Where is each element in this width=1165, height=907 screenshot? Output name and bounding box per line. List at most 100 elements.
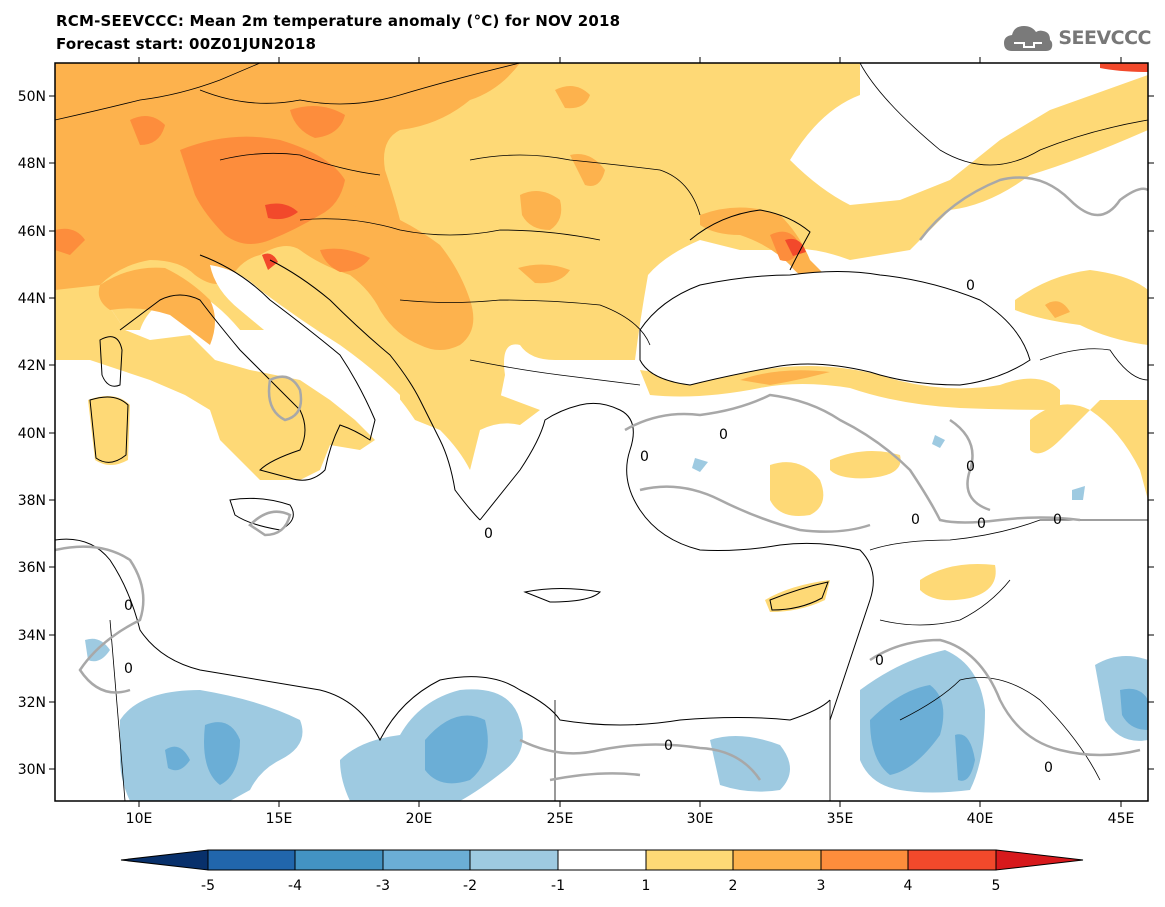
lat-tick: 46N (18, 224, 1154, 240)
sicily-coast (229, 497, 294, 531)
country-borders (55, 63, 1148, 801)
colorbar-label: -1 (551, 878, 565, 894)
lat-label: 38N (18, 493, 46, 509)
lat-label: 32N (18, 695, 46, 711)
anomaly-3-4-italy-north (55, 228, 85, 255)
contour-anatolia (624, 393, 1081, 524)
border-4 (299, 218, 601, 241)
anomaly-1-2-syria (920, 564, 996, 601)
anomaly-1-2-anatolia (770, 462, 824, 516)
anomaly-1-2-east (1015, 270, 1148, 345)
lat-tick: 48N (18, 156, 1154, 172)
africa-coast (55, 538, 831, 742)
latitude-axis: 50N 48N 46N 44N 42N 40N 38N 36N 34N 32N … (18, 89, 1154, 778)
anomaly-neg2-3-libya-west (165, 746, 190, 771)
map-frame (54, 62, 1149, 802)
anomaly-neg1-2-turkey2 (692, 458, 708, 472)
lon-label: 25E (547, 811, 574, 827)
contour-label: 0 (719, 427, 728, 443)
lat-tick: 42N (18, 358, 1154, 374)
anomaly-2-3-romania (520, 191, 562, 230)
border-15 (109, 619, 126, 801)
colorbar-segment (207, 849, 296, 871)
lat-label: 42N (18, 358, 46, 374)
anomaly-1-2-greece (400, 365, 540, 470)
lon-tick: 20E (406, 57, 432, 827)
anomaly-neg2-3-jordan (870, 685, 944, 775)
contour-italy (267, 375, 303, 422)
anomaly-2-3-turkey-north (740, 370, 830, 385)
lat-label: 50N (18, 89, 46, 105)
zero-contours (55, 176, 1148, 782)
logo-text: SEEVCCC (1058, 27, 1151, 49)
contour-levant (869, 638, 1141, 757)
colorbar-segment (645, 849, 734, 871)
border-11 (879, 579, 1011, 626)
anomaly-2-3-moldova (570, 154, 605, 186)
border-8 (859, 63, 1148, 166)
lon-label: 30E (687, 811, 714, 827)
lon-tick: 45E (1108, 57, 1134, 827)
anomaly-neg2-3-cyrenaica (425, 715, 488, 784)
colorbar-label: 2 (729, 878, 738, 894)
contour-label: 0 (966, 278, 975, 294)
greece-aegean-coast (479, 402, 874, 721)
anomaly-3-4-hungary (320, 248, 370, 272)
anomaly-2-3-alps-south (98, 267, 215, 345)
crete-coast (523, 588, 602, 603)
anomaly-neg1-2-turkey1 (932, 435, 945, 448)
lat-tick: 36N (18, 560, 1154, 576)
lat-label: 34N (18, 628, 46, 644)
contour-label: 0 (1044, 760, 1053, 776)
cyprus-coast (769, 581, 829, 611)
lat-tick: 44N (18, 291, 1154, 307)
corsica-coast (99, 336, 123, 387)
colorbar-segment (820, 849, 909, 871)
colorbar-label: -3 (376, 878, 390, 894)
lat-label: 36N (18, 560, 46, 576)
colorbar: -5 -4 -3 -2 -1 1 2 3 4 5 (120, 849, 1084, 894)
contour-turkey-south (639, 485, 871, 533)
colorbar-label: -5 (201, 878, 215, 894)
contour-east (919, 176, 1148, 241)
contour-label: 0 (640, 449, 649, 465)
contour-label: 0 (124, 661, 133, 677)
border-10 (869, 519, 1148, 551)
colorbar-label: -2 (463, 878, 477, 894)
anomaly-neg2-3-iraq-east (955, 734, 975, 781)
anomaly-neg2-3-libya (204, 722, 240, 785)
contour-label: 0 (1053, 512, 1062, 528)
contour-sicily (248, 510, 292, 537)
colorbar-segment (557, 849, 647, 871)
contour-label: 0 (966, 459, 975, 475)
lat-label: 30N (18, 762, 46, 778)
sardinia-coast (89, 396, 129, 463)
lon-tick: 30E (687, 57, 714, 827)
contour-label: 0 (977, 516, 986, 532)
contour-label: 0 (664, 738, 673, 754)
colorbar-segment (732, 849, 822, 871)
colorbar-label: 5 (992, 878, 1001, 894)
contour-label: 0 (484, 526, 493, 542)
colorbar-segment (294, 849, 384, 871)
lat-label: 44N (18, 291, 46, 307)
anomaly-3-4-france (130, 116, 165, 145)
lat-label: 40N (18, 426, 46, 442)
lon-label: 15E (266, 811, 293, 827)
contour-label: 0 (911, 512, 920, 528)
lat-tick: 50N (18, 89, 1154, 105)
lat-label: 46N (18, 224, 46, 240)
longitude-axis: 10E 15E 20E 25E 30E 35E 40E 45E (126, 57, 1134, 827)
colorbar-label: -4 (288, 878, 302, 894)
anomaly-4-5-crimea (785, 238, 806, 256)
border-3 (219, 152, 381, 176)
anomaly-3-4-bohemia (290, 106, 345, 138)
anomaly-2-3-coast-ukraine (700, 207, 830, 281)
italy-coast (119, 254, 376, 481)
anomaly-2-3-ukraine (555, 86, 590, 109)
lat-label: 48N (18, 156, 46, 172)
colorbar-low-arrow (120, 849, 209, 871)
border-12 (899, 677, 1101, 781)
anomaly-neg1-2-turkey3 (1072, 486, 1085, 500)
